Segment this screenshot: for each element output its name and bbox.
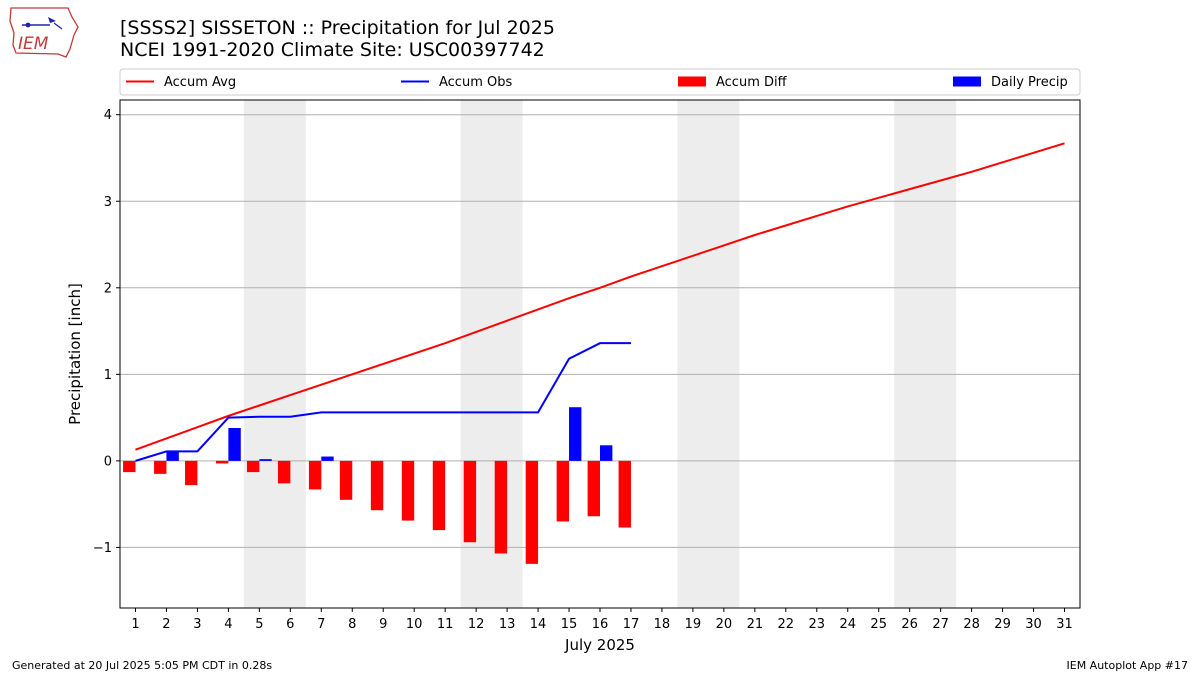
legend-label: Daily Precip xyxy=(991,75,1068,90)
accum-obs-line xyxy=(135,342,631,462)
daily-precip-bar xyxy=(321,456,334,461)
x-tick-label: 1 xyxy=(131,617,139,632)
daily-precip-bar xyxy=(166,451,179,461)
x-tick-label: 20 xyxy=(716,617,733,632)
x-tick-label: 5 xyxy=(255,617,263,632)
x-tick-label: 28 xyxy=(963,617,980,632)
y-tick-label: −1 xyxy=(93,541,112,556)
bar-series xyxy=(123,407,631,564)
x-tick-label: 19 xyxy=(685,617,702,632)
x-tick-label: 8 xyxy=(348,617,356,632)
x-axis: 1 2 3 4 5 6 7 8 9 10 11 12 13 14 15 16 17 18 19 20 21 22 23 24 2… xyxy=(131,608,1073,632)
x-tick-label: 24 xyxy=(839,617,856,632)
x-tick-label: 22 xyxy=(778,617,795,632)
x-tick-label: 31 xyxy=(1056,617,1073,632)
daily-precip-bar xyxy=(259,459,272,461)
x-tick-label: 14 xyxy=(530,617,547,632)
x-tick-label: 12 xyxy=(468,617,485,632)
x-tick-label: 23 xyxy=(809,617,826,632)
accum-avg-line xyxy=(135,142,1065,451)
accum-diff-bar xyxy=(339,460,353,500)
x-tick-label: 18 xyxy=(654,617,671,632)
legend: Accum Avg Accum Obs Accum Diff Daily Precip xyxy=(119,68,1081,96)
daily-precip-bar xyxy=(569,407,582,461)
x-tick-label: 6 xyxy=(286,617,294,632)
accum-diff-bar xyxy=(494,460,508,554)
accum-diff-bar xyxy=(246,460,260,473)
accum-diff-bar xyxy=(401,460,415,521)
x-axis-label: July 2025 xyxy=(564,636,635,654)
logo-text: IEM xyxy=(18,34,49,54)
legend-label: Accum Avg xyxy=(164,75,236,90)
y-tick-label: 1 xyxy=(104,368,112,383)
y-tick-label: 2 xyxy=(104,281,112,296)
line-series xyxy=(135,142,1065,462)
chart-title: [SSSS2] SISSETON :: Precipitation for Ju… xyxy=(120,17,555,61)
accum-diff-bar xyxy=(308,460,322,490)
x-tick-label: 27 xyxy=(932,617,949,632)
generated-timestamp: Generated at 20 Jul 2025 5:05 PM CDT in … xyxy=(12,659,273,672)
accum-diff-bar xyxy=(123,460,136,473)
legend-label: Accum Diff xyxy=(716,75,788,90)
x-tick-label: 3 xyxy=(193,617,201,632)
weekend-shading xyxy=(243,100,957,608)
accum-diff-bar xyxy=(370,460,384,511)
x-tick-label: 10 xyxy=(406,617,423,632)
accum-diff-bar xyxy=(587,460,600,517)
y-tick-label: 4 xyxy=(104,108,112,123)
app-label: IEM Autoplot App #17 xyxy=(1066,659,1189,672)
x-tick-label: 30 xyxy=(1025,617,1042,632)
legend-bar-swatch xyxy=(953,76,981,87)
x-tick-label: 4 xyxy=(224,617,232,632)
title-line-2: NCEI 1991-2020 Climate Site: USC00397742 xyxy=(120,39,545,61)
x-tick-label: 13 xyxy=(499,617,516,632)
y-axis-label: Precipitation [inch] xyxy=(66,283,84,425)
title-line-1: [SSSS2] SISSETON :: Precipitation for Ju… xyxy=(120,17,555,39)
accum-diff-bar xyxy=(618,460,631,528)
x-tick-label: 15 xyxy=(561,617,578,632)
x-tick-label: 9 xyxy=(379,617,387,632)
weekend-band xyxy=(243,100,306,608)
x-tick-label: 11 xyxy=(437,617,454,632)
accum-diff-bar xyxy=(556,460,570,522)
y-gridlines xyxy=(120,114,1080,548)
weekend-band xyxy=(677,100,740,608)
accum-diff-bar xyxy=(154,460,167,474)
legend-bar-swatch xyxy=(678,76,706,87)
legend-box xyxy=(119,68,1081,96)
x-tick-label: 2 xyxy=(162,617,170,632)
daily-precip-bar xyxy=(600,445,613,461)
x-tick-label: 7 xyxy=(317,617,325,632)
daily-precip-bar xyxy=(228,427,241,461)
accum-diff-bar xyxy=(525,460,539,564)
y-tick-label: 0 xyxy=(104,454,112,469)
x-tick-label: 21 xyxy=(747,617,764,632)
x-tick-label: 26 xyxy=(901,617,918,632)
accum-diff-bar xyxy=(432,460,446,531)
y-axis: −1 0 1 2 3 4 xyxy=(93,108,120,556)
weekend-band xyxy=(894,100,957,608)
accum-diff-bar xyxy=(463,460,477,543)
x-tick-label: 25 xyxy=(870,617,887,632)
iem-logo: IEM xyxy=(8,5,80,59)
accum-diff-bar xyxy=(216,460,229,464)
x-tick-label: 16 xyxy=(592,617,609,632)
accum-diff-bar xyxy=(277,460,291,484)
x-tick-label: 29 xyxy=(994,617,1011,632)
y-tick-label: 3 xyxy=(104,195,112,210)
accum-diff-bar xyxy=(185,460,198,486)
x-tick-label: 17 xyxy=(623,617,640,632)
legend-label: Accum Obs xyxy=(439,75,512,90)
